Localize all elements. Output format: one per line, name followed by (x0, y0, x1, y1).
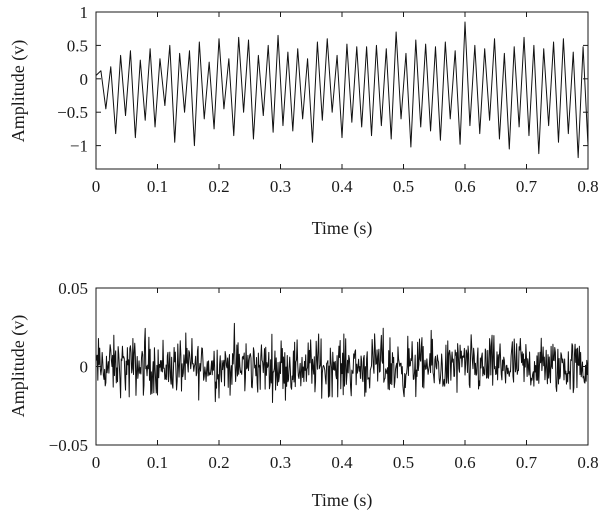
x-tick-label: 0.7 (516, 453, 538, 472)
x-tick-label: 0 (92, 453, 101, 472)
y-tick-label: 0 (80, 70, 89, 89)
x-tick-label: 0 (92, 177, 101, 196)
signal-trace-bottom (95, 322, 589, 403)
plot-frame-top (95, 11, 589, 170)
x-axis-label-bottom: Time (s) (312, 490, 373, 511)
y-tick-label: −1 (70, 137, 88, 156)
y-tick-label: 0.5 (67, 36, 88, 55)
x-tick-label: 0.3 (270, 453, 291, 472)
x-tick-label: 0.1 (147, 177, 168, 196)
x-tick-label: 0.6 (454, 453, 475, 472)
x-tick-label: 0.2 (208, 177, 229, 196)
x-tick-label: 0.4 (331, 177, 353, 196)
x-tick-label: 0.8 (577, 453, 598, 472)
ticks-bottom: 0 0.1 0.2 0.3 0.4 0.5 0.6 0.7 0.80.050−0.05 (49, 279, 599, 472)
x-tick-label: 0.1 (147, 453, 168, 472)
x-tick-label: 0.8 (577, 177, 598, 196)
signal-line-top (95, 21, 589, 159)
chart-top: 0 0.1 0.2 0.3 0.4 0.5 0.6 0.7 0.8 1 0.5 0 −0.5 −1 Tim… (8, 3, 599, 239)
x-tick-label: 0.6 (454, 177, 475, 196)
chart-bottom: 0 0.1 0.2 0.3 0.4 0.5 0.6 0.7 0.80.050−0.05 Time… (8, 279, 599, 511)
x-tick-label: 0.2 (208, 453, 229, 472)
x-tick-label: 0.5 (393, 177, 414, 196)
x-tick-label: 0.3 (270, 177, 291, 196)
y-tick-label: −0.05 (49, 436, 88, 455)
y-tick-label: −0.5 (57, 103, 88, 122)
y-axis-label-bottom: Amplitude (v) (8, 315, 29, 417)
x-tick-label: 0.4 (331, 453, 353, 472)
y-tick-label: 1 (80, 3, 89, 22)
signal-trace-top (95, 21, 589, 159)
x-axis-label-top: Time (s) (312, 218, 373, 239)
x-tick-label: 0.5 (393, 453, 414, 472)
signal-line-bottom (95, 322, 589, 403)
ticks-top: 0 0.1 0.2 0.3 0.4 0.5 0.6 0.7 0.8 1 0.5 0 −0.5 −1 (57, 3, 598, 196)
y-tick-label: 0.05 (58, 279, 88, 298)
y-axis-label-top: Amplitude (v) (8, 40, 29, 142)
y-tick-label: 0 (80, 358, 89, 377)
x-tick-label: 0.7 (516, 177, 538, 196)
